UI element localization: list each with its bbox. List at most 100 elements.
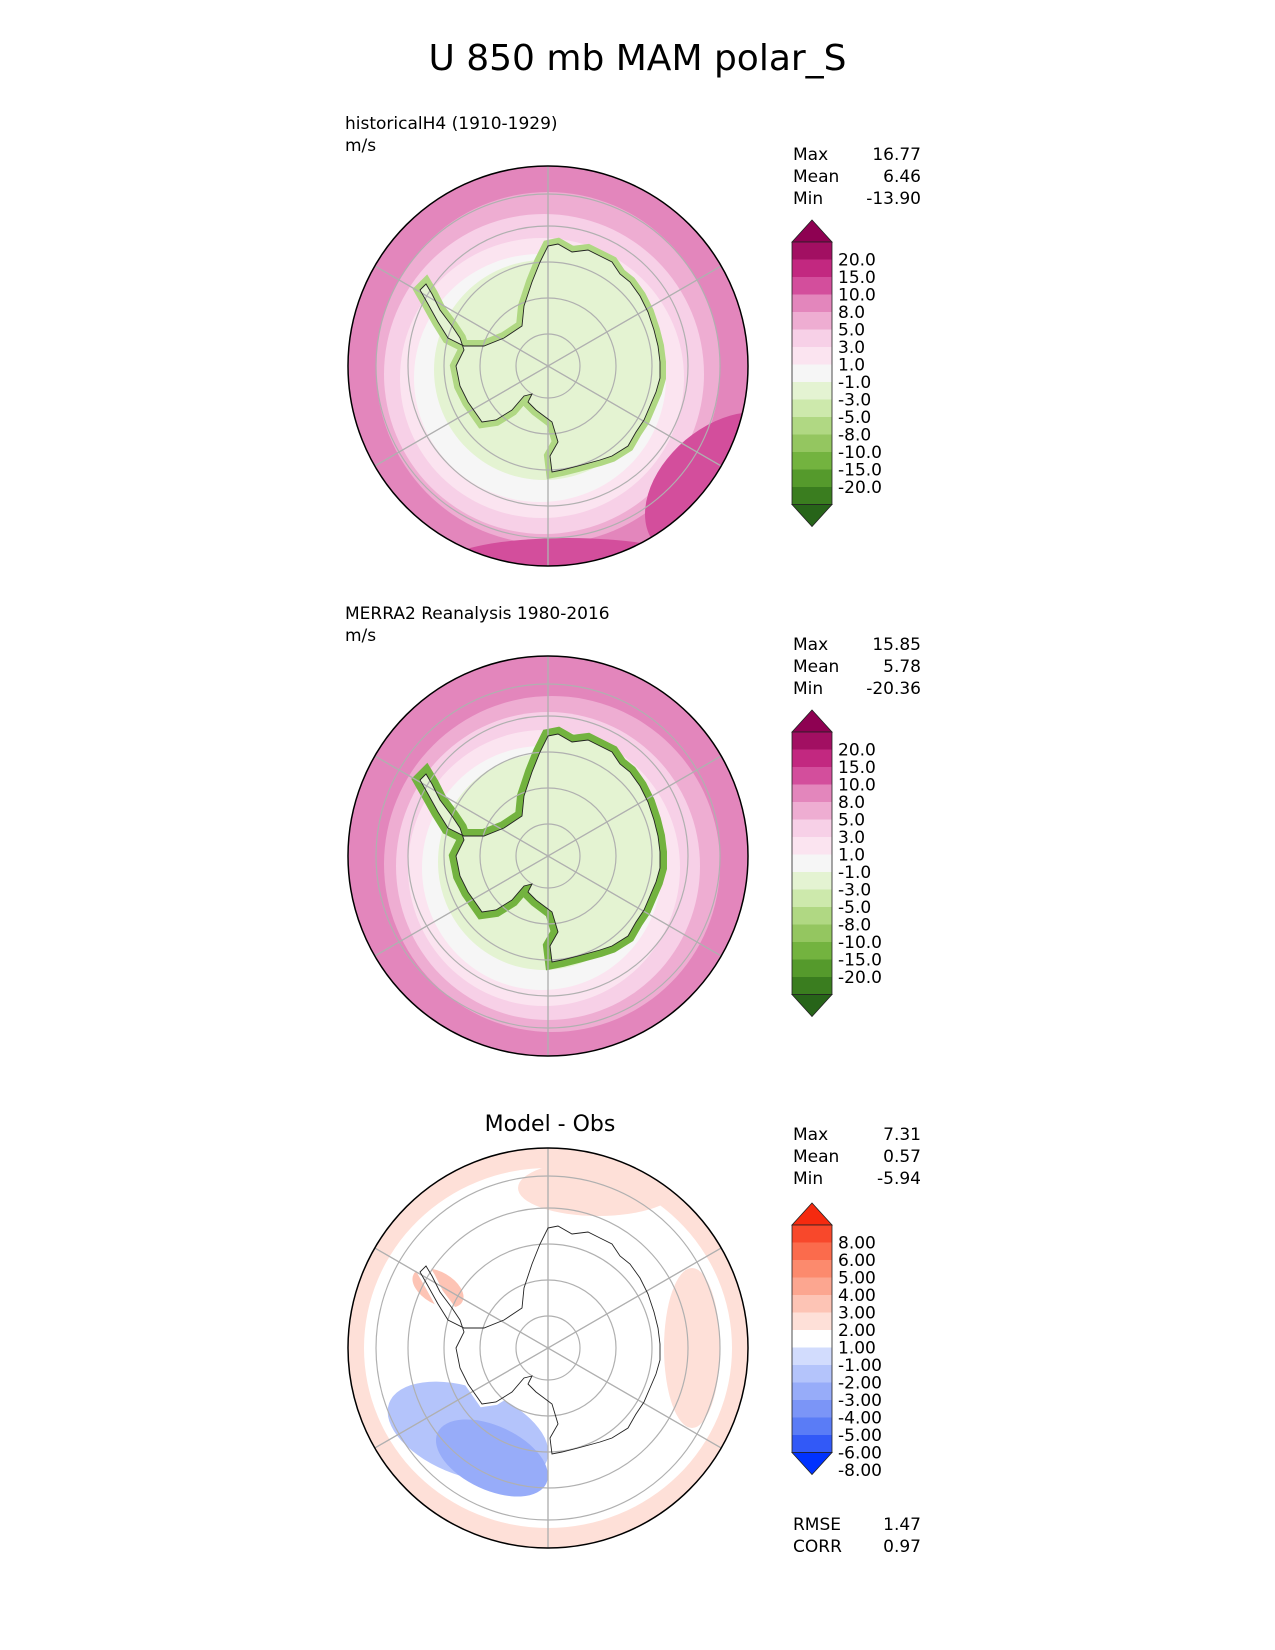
stat-row: Mean 0.57 [793, 1146, 921, 1168]
colorbar-tick-label: -8.0 [838, 916, 871, 936]
stat-value: 0.57 [883, 1147, 921, 1167]
map-boundary [347, 165, 749, 567]
colorbar-segment [792, 1347, 832, 1365]
colorbar-tick-label: -10.0 [838, 933, 882, 953]
colorbar-segment [792, 749, 832, 767]
stat-label: Min [793, 1169, 824, 1189]
colorbar-segment [792, 259, 832, 277]
stat-row: Min -13.90 [793, 188, 921, 210]
colorbar-extend-max [791, 1202, 833, 1226]
colorbar-segment [792, 1400, 832, 1418]
colorbar-tick-label: 4.00 [838, 1286, 876, 1306]
colorbar-tick-label: -15.0 [838, 461, 882, 481]
colorbar-tick-label: 3.0 [838, 828, 865, 848]
colorbar-tick-label: -8.0 [838, 426, 871, 446]
colorbar-tick-label: -15.0 [838, 951, 882, 971]
panel3-polar-map [347, 1147, 749, 1549]
stat-value: 5.78 [883, 657, 921, 677]
colorbar-tick-label: 8.00 [838, 1234, 876, 1254]
stat-row: Mean 6.46 [793, 166, 921, 188]
colorbar-tick-label: -5.0 [838, 898, 871, 918]
colorbar-segment [792, 469, 832, 487]
panel1-colorbar: 20.015.010.08.05.03.01.0-1.0-3.0-5.0-8.0… [791, 219, 882, 528]
colorbar-segment [792, 959, 832, 977]
colorbar-segment [792, 312, 832, 330]
coastline [419, 733, 661, 963]
stat-value: -13.90 [866, 189, 921, 209]
colorbar-segment [792, 487, 832, 505]
colorbar-extend-max [791, 219, 833, 243]
colorbar-segment [792, 767, 832, 785]
colorbar-tick-label: -1.0 [838, 373, 871, 393]
colorbar-segment [792, 434, 832, 452]
colorbar-tick-label: 5.0 [838, 811, 865, 831]
colorbar-tick-label: -20.0 [838, 478, 882, 498]
colorbar-extend-min [791, 504, 833, 528]
panel1-polar-map [347, 165, 749, 567]
colorbar-tick-label: 1.0 [838, 356, 865, 376]
colorbar-segment [792, 329, 832, 347]
panel2-units: m/s [345, 626, 377, 646]
field-feature [435, 1419, 549, 1497]
colorbar-segment [792, 1330, 832, 1348]
colorbar-tick-label: 3.00 [838, 1304, 876, 1324]
colorbar-extend-max [791, 709, 833, 733]
colorbar-tick-label: -10.0 [838, 443, 882, 463]
field-feature [448, 538, 688, 566]
longitude-line [547, 755, 722, 857]
longitude-line [547, 265, 722, 367]
panel2-colorbar: 20.015.010.08.05.03.01.0-1.0-3.0-5.0-8.0… [791, 709, 882, 1018]
colorbar-segment [792, 924, 832, 942]
longitude-line [374, 1347, 549, 1449]
colorbar-tick-label: 5.0 [838, 321, 865, 341]
stat-value: -20.36 [866, 679, 921, 699]
longitude-line [374, 855, 549, 957]
colorbar-segment [792, 889, 832, 907]
stat-label: Mean [793, 1147, 840, 1167]
longitude-line [374, 265, 549, 367]
panel1-name: historicalH4 (1910-1929) [345, 114, 558, 134]
longitude-line [547, 365, 722, 467]
colorbar-segment [792, 1417, 832, 1435]
colorbar-tick-label: 15.0 [838, 758, 876, 778]
stat-value: -5.94 [877, 1169, 921, 1189]
panel2-name: MERRA2 Reanalysis 1980-2016 [345, 604, 610, 624]
colorbar-segment [792, 942, 832, 960]
colorbar-segment [792, 417, 832, 435]
panel1-units: m/s [345, 136, 377, 156]
stat-label: Max [793, 635, 829, 655]
metric-value: 0.97 [883, 1537, 921, 1557]
colorbar-segment [792, 802, 832, 820]
panel3-colorbar: 8.006.005.004.003.002.001.00-1.00-2.00-3… [791, 1202, 882, 1481]
colorbar-tick-label: 20.0 [838, 741, 876, 761]
stat-label: Mean [793, 657, 840, 677]
longitude-line [547, 855, 722, 957]
colorbar-tick-label: -1.00 [838, 1356, 882, 1376]
colorbar-tick-label: 15.0 [838, 268, 876, 288]
colorbar-segment [792, 452, 832, 470]
stat-value: 6.46 [883, 167, 921, 187]
stat-value: 15.85 [872, 635, 921, 655]
longitude-line [547, 1247, 722, 1349]
colorbar-segment [792, 277, 832, 295]
colorbar-segment [792, 1242, 832, 1260]
colorbar-segment [792, 907, 832, 925]
colorbar-segment [792, 854, 832, 872]
colorbar-extend-min [791, 994, 833, 1018]
stat-row: Mean 5.78 [793, 656, 921, 678]
colorbar-segment [792, 1312, 832, 1330]
colorbar-segment [792, 732, 832, 750]
colorbar-segment [792, 1435, 832, 1453]
colorbar-segment [792, 382, 832, 400]
colorbar-segment [792, 1365, 832, 1383]
colorbar-tick-label: 10.0 [838, 776, 876, 796]
stat-value: 7.31 [883, 1125, 921, 1145]
stat-row: Min -20.36 [793, 678, 921, 700]
map-boundary [347, 1147, 749, 1549]
colorbar-segment [792, 872, 832, 890]
coastline [419, 243, 661, 473]
longitude-line [374, 1247, 549, 1349]
panel2-stats: Max 15.85 Mean 5.78 Min -20.36 [793, 634, 921, 700]
colorbar-tick-label: 20.0 [838, 251, 876, 271]
colorbar-tick-label: -1.0 [838, 863, 871, 883]
